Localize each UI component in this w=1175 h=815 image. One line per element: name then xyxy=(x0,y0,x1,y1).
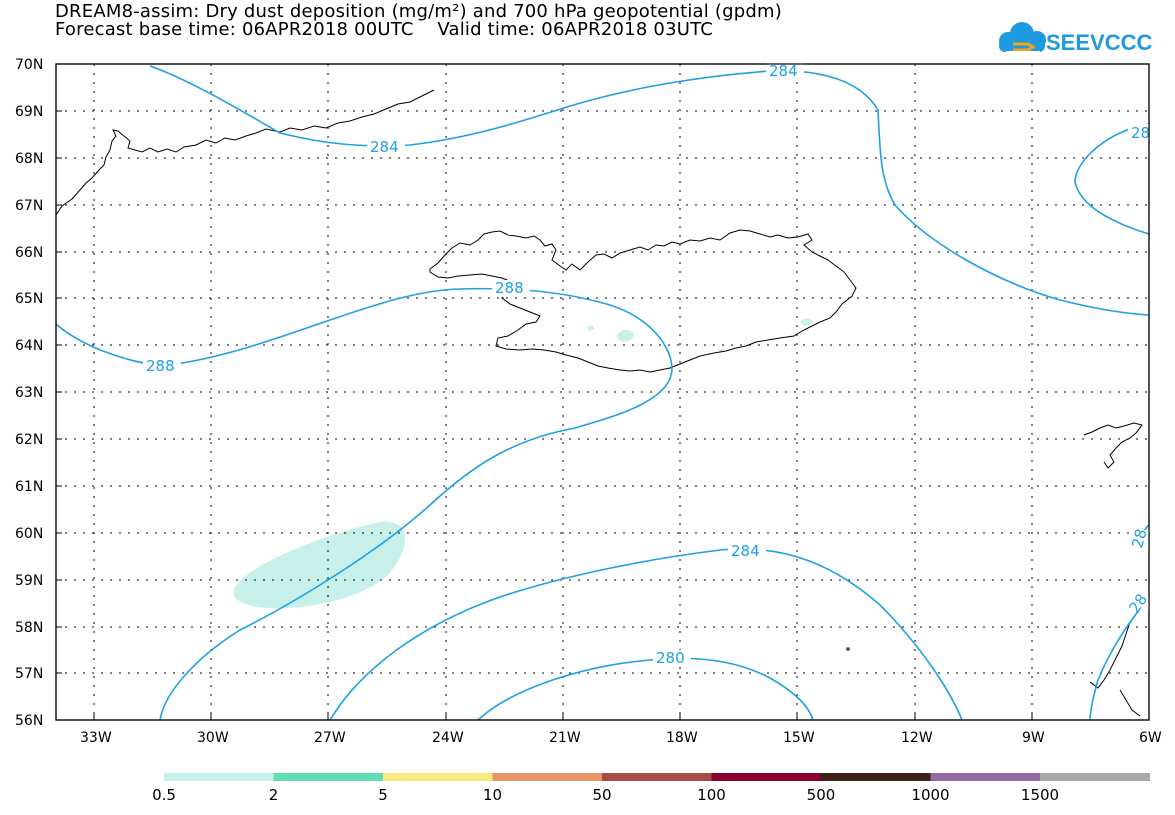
latitude-axis: 70N 69N 68N 67N 66N 65N 64N 63N 62N 61N … xyxy=(15,57,43,729)
lat-label: 65N xyxy=(15,291,43,307)
lat-label: 57N xyxy=(15,666,43,682)
lon-label: 18W xyxy=(666,730,698,746)
contour-label-b: 284 xyxy=(769,62,798,80)
dust-area-iceland-c xyxy=(800,318,813,326)
contour-label-h: 28 xyxy=(1128,527,1150,550)
iceland-coast xyxy=(429,229,857,373)
lat-label: 58N xyxy=(15,620,43,636)
colorbar-swatch xyxy=(711,773,822,781)
lon-label: 12W xyxy=(901,730,933,746)
lat-label: 70N xyxy=(15,57,43,73)
colorbar-label: 2 xyxy=(269,786,279,804)
contour-284-north xyxy=(149,65,1150,316)
colorbar: 0.5 2 5 10 50 100 500 1000 1500 xyxy=(152,773,1150,804)
contour-288 xyxy=(55,287,673,721)
islet xyxy=(846,647,850,651)
colorbar-swatch xyxy=(273,773,384,781)
map-title: DREAM8-assim: Dry dust deposition (mg/m²… xyxy=(55,1,782,22)
dust-shading xyxy=(233,318,813,609)
dust-area-iceland-a xyxy=(617,329,634,342)
colorbar-label: 100 xyxy=(697,786,726,804)
lon-label: 9W xyxy=(1022,730,1045,746)
coastlines xyxy=(55,89,1150,717)
colorbar-swatch xyxy=(1040,773,1150,781)
colorbar-swatch xyxy=(602,773,712,781)
map-plot-area: 284 284 28 288 288 284 280 28 28 xyxy=(55,62,1151,721)
lon-label: 21W xyxy=(549,730,581,746)
colorbar-label: 0.5 xyxy=(152,786,176,804)
forecast-times: Forecast base time: 06APR2018 00UTC Vali… xyxy=(55,19,714,40)
lat-label: 67N xyxy=(15,198,43,214)
colorbar-swatch xyxy=(164,773,274,781)
contour-284-south xyxy=(329,548,963,721)
seevccc-logo: SEEVCCC xyxy=(999,22,1152,55)
colorbar-label: 5 xyxy=(378,786,388,804)
colorbar-label: 50 xyxy=(592,786,611,804)
lat-label: 56N xyxy=(15,713,43,729)
lat-label: 64N xyxy=(15,338,43,354)
lat-label: 59N xyxy=(15,573,43,589)
logo-text: SEEVCCC xyxy=(1046,30,1152,55)
contour-label-f: 284 xyxy=(731,542,760,560)
lon-label: 15W xyxy=(783,730,815,746)
contour-label-e: 288 xyxy=(146,357,175,375)
contour-28x-east-b xyxy=(1089,597,1150,721)
colorbar-label: 1000 xyxy=(911,786,949,804)
lon-label: 30W xyxy=(197,730,229,746)
norway-coast-north xyxy=(1083,422,1143,469)
colorbar-swatch xyxy=(821,773,931,781)
colorbar-swatch xyxy=(492,773,603,781)
lat-label: 62N xyxy=(15,432,43,448)
lat-label: 69N xyxy=(15,104,43,120)
dust-area-atlantic xyxy=(233,521,406,609)
dust-area-iceland-b xyxy=(587,325,595,331)
lon-label: 6W xyxy=(1139,730,1162,746)
tick-marks xyxy=(56,63,1033,720)
lat-label: 68N xyxy=(15,151,43,167)
colorbar-label: 10 xyxy=(483,786,502,804)
contour-label-a: 284 xyxy=(370,138,399,156)
contour-label-d: 288 xyxy=(495,279,524,297)
graticule xyxy=(56,64,1149,720)
colorbar-label: 500 xyxy=(807,786,836,804)
lat-label: 63N xyxy=(15,385,43,401)
contour-28x-east-top xyxy=(1074,123,1150,235)
lat-label: 60N xyxy=(15,526,43,542)
greenland-coast xyxy=(55,89,435,216)
contour-label-backgrounds xyxy=(143,62,1149,667)
lon-label: 33W xyxy=(80,730,112,746)
contour-label-g: 280 xyxy=(656,649,685,667)
cloud-icon xyxy=(999,22,1046,53)
lon-label: 24W xyxy=(432,730,464,746)
lat-label: 66N xyxy=(15,245,43,261)
colorbar-swatch xyxy=(383,773,493,781)
longitude-axis: 33W 30W 27W 24W 21W 18W 15W 12W 9W 6W xyxy=(80,730,1162,746)
lon-label: 27W xyxy=(314,730,346,746)
colorbar-swatch xyxy=(930,773,1041,781)
lat-label: 61N xyxy=(15,479,43,495)
contour-label-c: 28 xyxy=(1131,124,1150,142)
colorbar-label: 1500 xyxy=(1021,786,1059,804)
